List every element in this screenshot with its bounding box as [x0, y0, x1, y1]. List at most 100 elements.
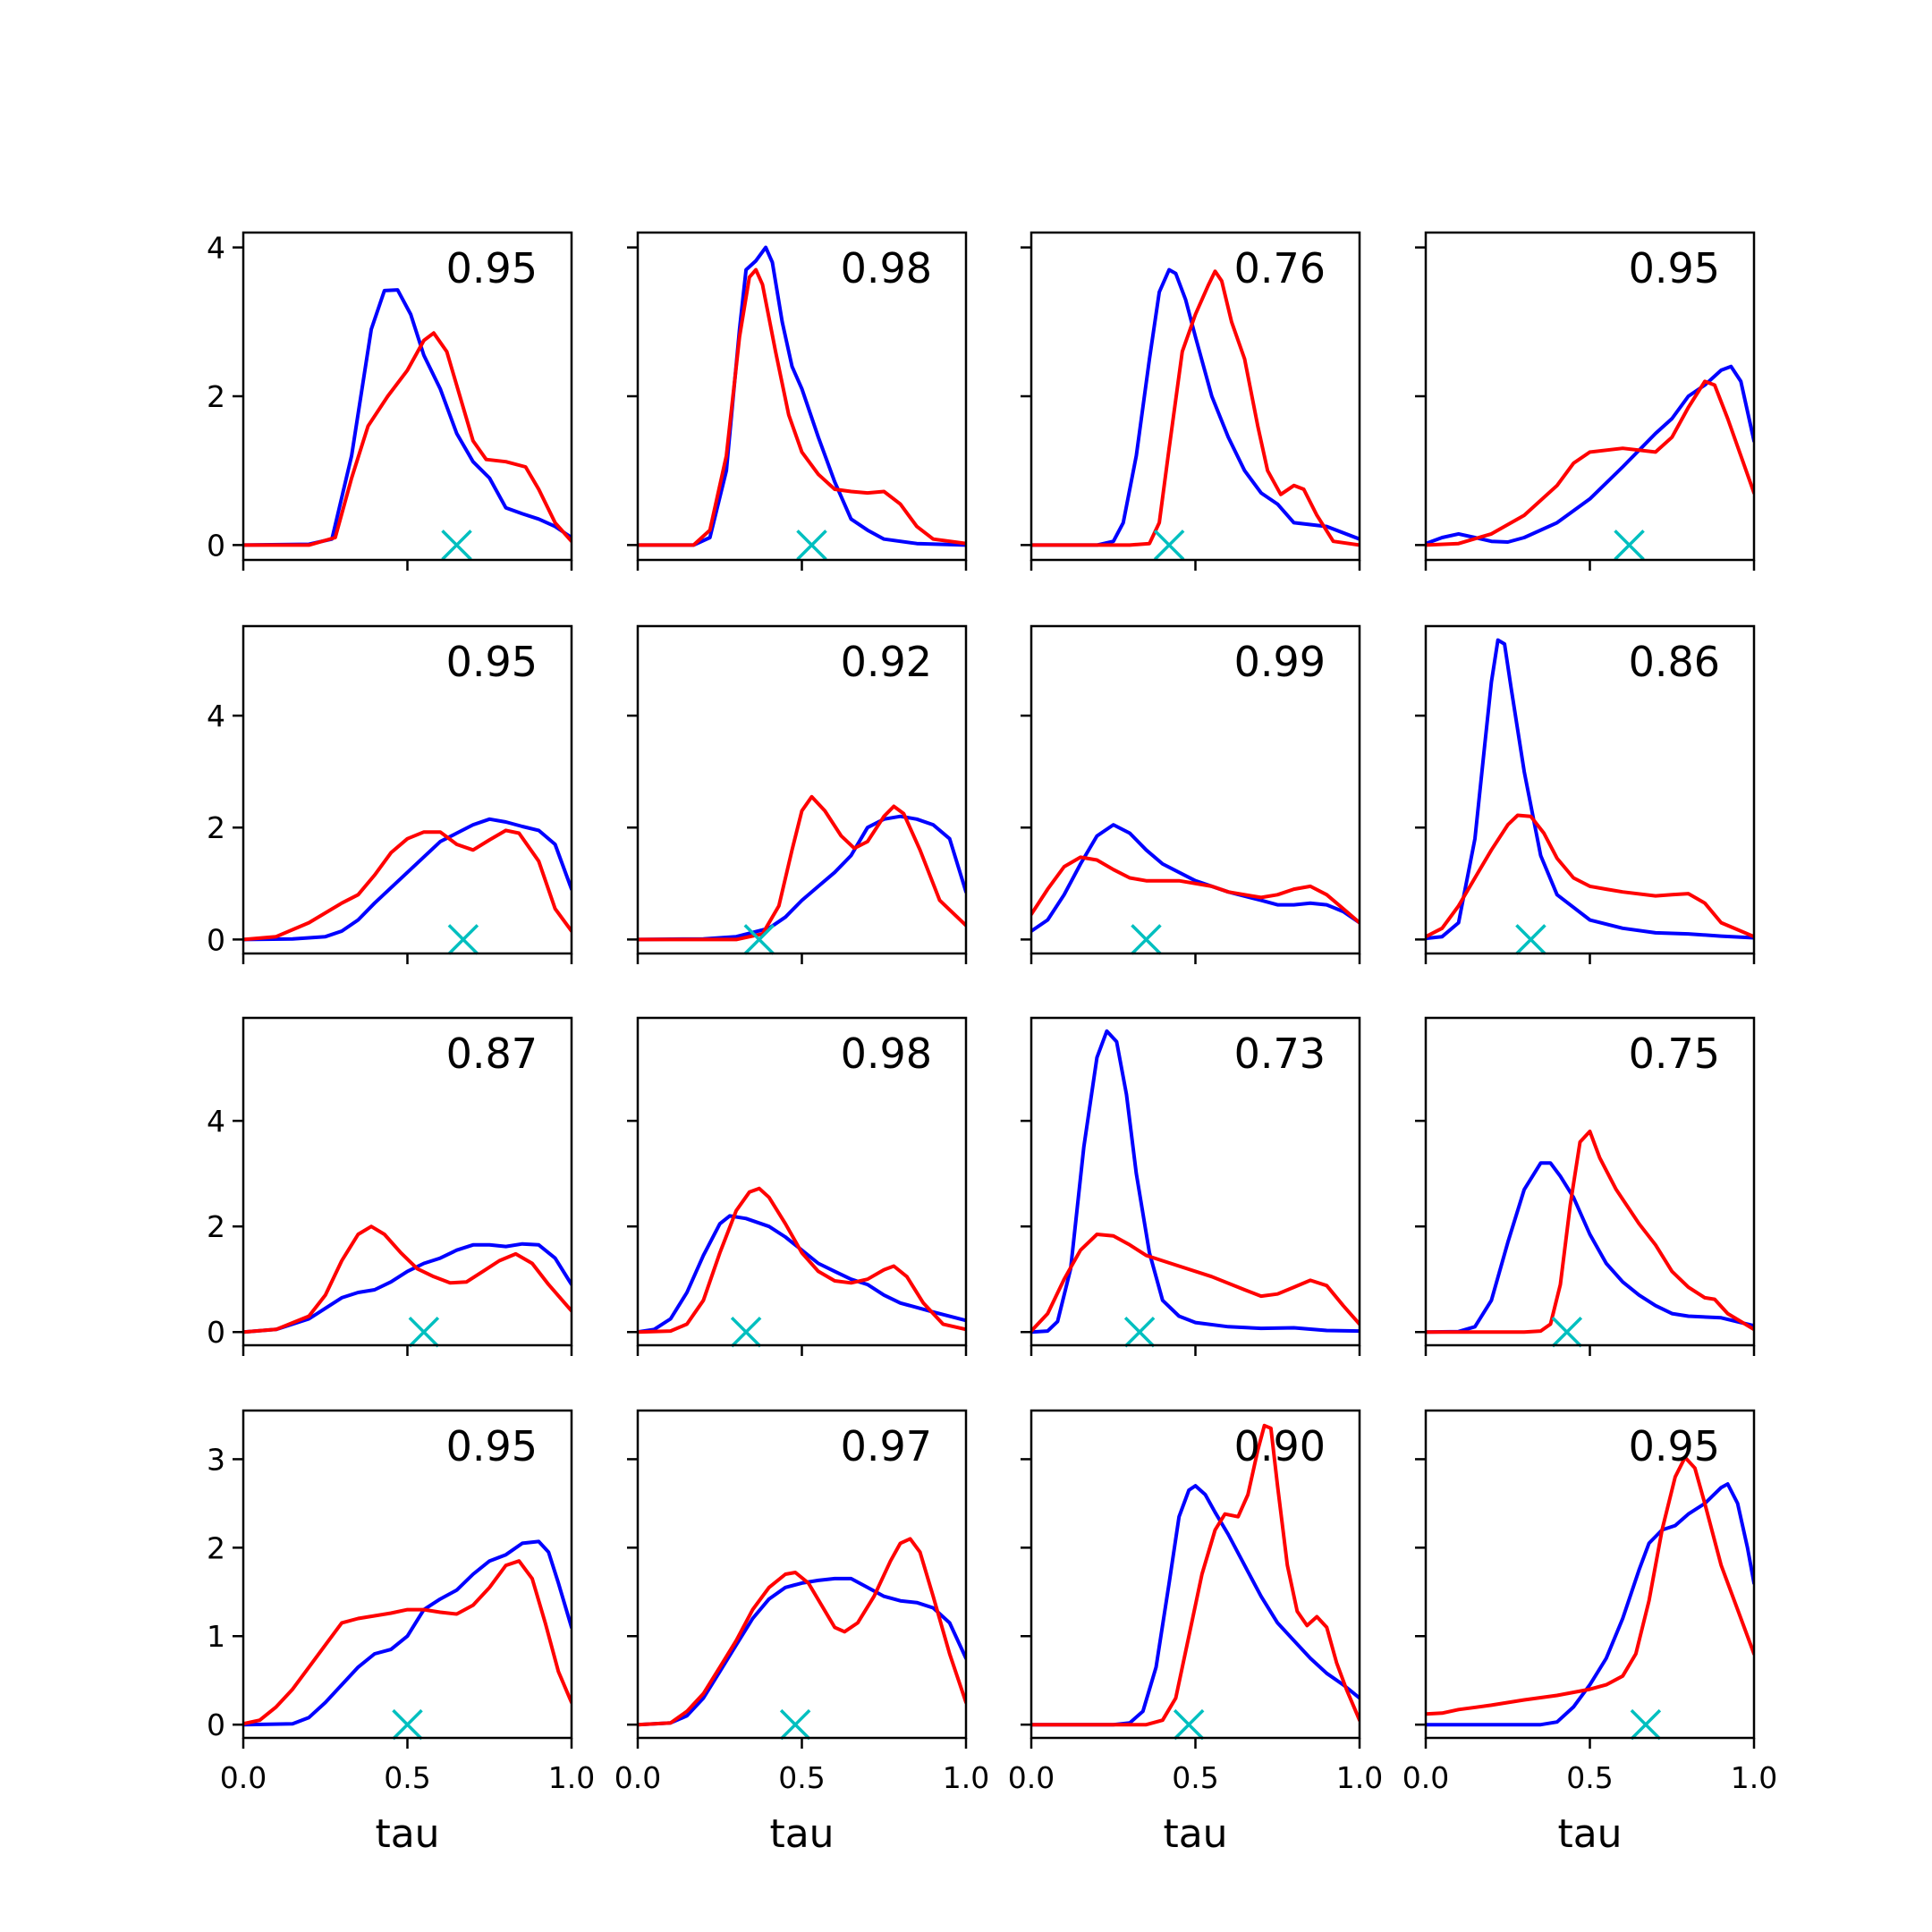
- y-tick-label: 2: [207, 1209, 225, 1244]
- y-tick-label: 0: [207, 528, 225, 563]
- y-tick-label: 2: [207, 1530, 225, 1565]
- series-line-red: [1031, 1423, 1360, 1727]
- y-tick-label: 4: [207, 1104, 225, 1139]
- panel-1-4: 0.95: [1415, 231, 1756, 571]
- x-axis-label: tau: [1557, 1811, 1622, 1857]
- x-tick-label: 0.5: [778, 1760, 825, 1795]
- x-marker-stroke: [441, 530, 472, 561]
- series-line-blue: [638, 814, 966, 942]
- y-tick-label: 0: [207, 922, 225, 957]
- panel-4-3: 0.90 0.0 0.5 1.0 tau: [1008, 1409, 1383, 1857]
- panel-1-3: 0.76: [1021, 231, 1361, 571]
- series-line-red: [1031, 855, 1360, 925]
- plot-area: [1426, 364, 1754, 547]
- panel-annotation: 0.87: [446, 1030, 538, 1078]
- x-marker: [1614, 530, 1645, 561]
- panel-2-4: 0.86: [1415, 624, 1756, 964]
- plot-area: [243, 1224, 572, 1335]
- x-marker: [779, 1708, 811, 1741]
- y-tick-label: 3: [207, 1442, 225, 1477]
- x-marker: [743, 924, 775, 955]
- panel-annotation: 0.98: [841, 1030, 932, 1078]
- x-marker: [1173, 1708, 1205, 1741]
- panel-annotation: 0.73: [1234, 1030, 1326, 1078]
- y-tick-label: 1: [207, 1619, 225, 1654]
- series-line-red: [638, 1537, 966, 1727]
- series-line-blue: [1426, 638, 1754, 941]
- plot-area: [1426, 1129, 1754, 1335]
- x-marker: [796, 530, 827, 561]
- panel-annotation: 0.95: [446, 1422, 538, 1470]
- series-line-blue: [638, 1576, 966, 1727]
- series-line-red: [1031, 269, 1360, 547]
- series-line-blue: [638, 1214, 966, 1335]
- series-line-blue: [1426, 364, 1754, 546]
- x-tick-label: 1.0: [1336, 1760, 1383, 1795]
- panel-4-4: 0.95 0.0 0.5 1.0 tau: [1402, 1409, 1777, 1857]
- x-tick-label: 0.5: [384, 1760, 430, 1795]
- series-line-blue: [1426, 1482, 1754, 1727]
- x-tick-label: 0.5: [1172, 1760, 1218, 1795]
- plot-area: [1031, 823, 1360, 933]
- x-tick-label: 1.0: [1731, 1760, 1777, 1795]
- plot-area: [1031, 1423, 1360, 1727]
- series-line-blue: [1031, 823, 1360, 933]
- panel-annotation: 0.97: [841, 1422, 932, 1470]
- x-marker: [1153, 530, 1185, 561]
- series-line-blue: [1426, 1161, 1754, 1335]
- x-axis-label: tau: [375, 1811, 439, 1857]
- series-line-red: [243, 1224, 572, 1335]
- panel-annotation: 0.95: [446, 638, 538, 686]
- x-marker-stroke: [392, 1708, 423, 1741]
- series-line-blue: [638, 245, 966, 547]
- x-marker: [730, 1317, 762, 1348]
- x-marker-stroke: [408, 1317, 440, 1348]
- series-line-red: [1426, 1455, 1754, 1716]
- x-marker: [1131, 924, 1162, 955]
- panel-annotation: 0.95: [1629, 1422, 1720, 1470]
- series-line-blue: [1031, 1484, 1360, 1727]
- plot-area: [1426, 1455, 1754, 1727]
- series-line-red: [638, 1186, 966, 1335]
- x-marker: [392, 1708, 423, 1741]
- series-line-red: [243, 1559, 572, 1726]
- plot-area: [638, 245, 966, 547]
- panel-4-2: 0.97 0.0 0.5 1.0 tau: [614, 1409, 989, 1857]
- x-marker-stroke: [1153, 530, 1185, 561]
- series-line-red: [243, 331, 572, 547]
- plot-area: [243, 817, 572, 942]
- plot-area: [1031, 1029, 1360, 1335]
- x-marker: [408, 1317, 440, 1348]
- x-axis-label: tau: [769, 1811, 834, 1857]
- y-tick-label: 4: [207, 699, 225, 733]
- plot-area: [638, 1537, 966, 1727]
- panel-1-2: 0.98: [627, 231, 968, 571]
- y-tick-label: 0: [207, 1315, 225, 1350]
- plot-area: [1031, 267, 1360, 547]
- series-line-red: [1426, 379, 1754, 547]
- panel-3-3: 0.73: [1021, 1016, 1361, 1356]
- plot-area: [243, 288, 572, 547]
- y-tick-label: 0: [207, 1707, 225, 1742]
- series-line-red: [243, 828, 572, 942]
- panel-4-1: 0.95 0 1 2 3 0.0 0.5 1.0 tau: [207, 1409, 595, 1857]
- panel-2-1: 0.95 0 2 4: [207, 624, 573, 964]
- x-marker-stroke: [1515, 924, 1546, 955]
- x-tick-label: 0.0: [220, 1760, 267, 1795]
- x-marker-stroke: [730, 1317, 762, 1348]
- series-line-red: [1031, 1233, 1360, 1334]
- series-line-blue: [243, 288, 572, 547]
- panel-annotation: 0.75: [1629, 1030, 1720, 1078]
- panel-1-1: 0.95 0 2 4: [207, 231, 573, 571]
- x-tick-label: 0.0: [1402, 1760, 1449, 1795]
- x-tick-label: 1.0: [548, 1760, 595, 1795]
- x-marker: [1551, 1317, 1583, 1348]
- x-marker-stroke: [1123, 1317, 1156, 1348]
- panel-annotation: 0.90: [1234, 1422, 1326, 1470]
- x-tick-label: 0.5: [1566, 1760, 1613, 1795]
- x-marker: [447, 924, 479, 955]
- x-marker-stroke: [743, 924, 775, 955]
- x-marker: [1630, 1708, 1662, 1741]
- y-tick-label: 2: [207, 810, 225, 845]
